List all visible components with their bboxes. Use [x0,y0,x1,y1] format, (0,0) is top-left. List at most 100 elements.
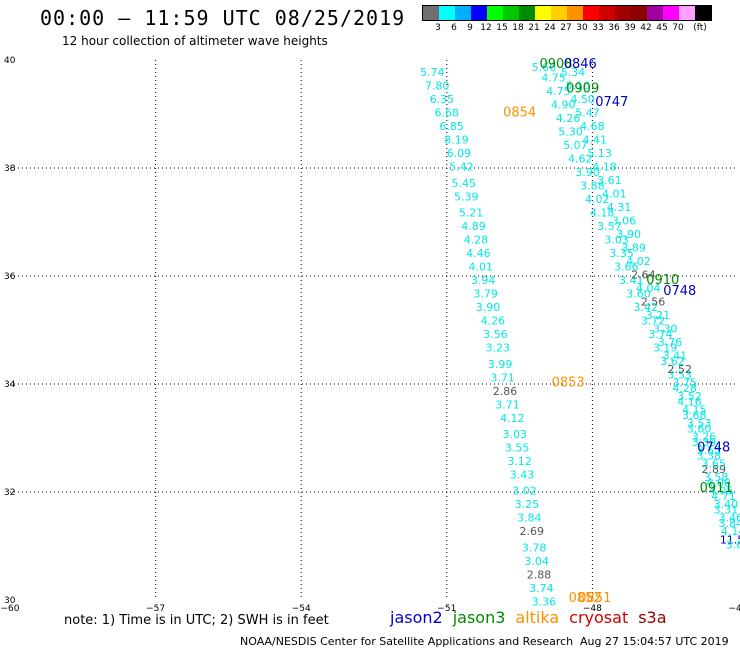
wave-height-value: 3.31 [714,504,739,517]
wave-height-value: 6.85 [439,120,464,133]
wave-height-value: 3.90 [617,228,642,241]
wave-height-value: 4.28 [672,382,697,395]
x-tick-label: −57 [146,604,165,614]
color-scale-legend: 3 6 9 12 15 18 21 24 27 30 33 36 39 42 45 70 (ft) [422,5,712,35]
wave-height-value: 5.47 [575,107,600,120]
color-scale-label: 42 [640,23,652,33]
pass-time-label: 0910 [646,273,679,288]
wave-height-value: 4.15 [682,404,707,417]
color-swatch [439,6,455,20]
wave-height-value: 3.68 [682,409,707,422]
wave-height-value: 5.34 [561,66,586,79]
wave-height-value: 3.43 [510,469,535,482]
wave-height-value: 3.89 [621,242,646,255]
color-swatch [695,6,711,20]
wave-height-value: 3.40 [714,498,739,511]
color-scale-label: 24 [544,23,556,33]
wave-height-value: 2.64 [631,269,656,282]
color-scale-ticks: 3 6 9 12 15 18 21 24 27 30 33 36 39 42 45 70 (ft) [422,21,712,35]
wave-height-value: 3.71 [490,371,515,384]
wave-height-value: 3.42 [634,301,659,314]
y-tick-label: 38 [4,164,16,174]
wave-height-value: 3.78 [522,541,547,554]
wave-height-value: 3.90 [575,166,600,179]
color-scale-label: 45 [656,23,668,33]
satellite-s3a: s3a [638,608,667,627]
x-tick-label: −54 [292,604,311,614]
pass-time-label: 0911 [700,481,733,496]
satellite-jason2: jason2 [390,608,443,627]
color-scale-label: 15 [496,23,508,33]
color-swatch [663,6,679,20]
wave-height-value: 6.35 [430,93,455,106]
satellite-cryosat: cryosat [569,608,629,627]
pass-time-label: 0852 [569,591,602,606]
color-scale-label: 33 [592,23,604,33]
wave-height-value: 3.60 [687,423,712,436]
satellite-legend: jason2 jason3 altika cryosat s3a [390,608,677,627]
wave-height-value: 3.19 [653,342,678,355]
color-swatch [615,6,631,20]
color-scale-label: 27 [560,23,572,33]
wave-height-value: 4.41 [583,134,608,147]
wave-height-value: 2.89 [701,463,726,476]
page-subtitle: 12 hour collection of altimeter wave hei… [62,34,328,48]
wave-height-value: 11.54 [720,533,740,546]
color-swatch [647,6,663,20]
wave-height-value: 3.36 [532,595,557,608]
pass-time-label: 0747 [595,95,628,110]
color-swatch [503,6,519,20]
color-swatch [551,6,567,20]
wave-height-value: 3.53 [687,417,712,430]
wave-height-value: 3.71 [495,398,520,411]
wave-height-value: 3.88 [580,180,605,193]
wave-height-value: 2.69 [519,525,544,538]
wave-height-value: 4.14 [721,525,740,538]
wave-height-value: 3.38 [697,450,722,463]
wave-height-value: 7.80 [425,80,450,93]
wave-height-value: 3.99 [488,358,513,371]
color-swatch [423,6,439,20]
wave-height-value: 3.55 [697,444,722,457]
wave-height-value: 5.42 [449,161,474,174]
color-scale-label: 3 [435,23,441,33]
wave-height-value: 3.56 [483,328,508,341]
pass-time-label: 0909 [566,81,599,96]
wave-height-value: 3.02 [512,485,537,498]
wave-height-value: 4.75 [546,85,571,98]
wave-height-value: 3.23 [486,342,511,355]
pass-time-label: 0748 [697,441,730,456]
wave-height-value: 4.28 [464,234,489,247]
x-tick-label: −60 [1,604,20,614]
color-swatch [535,6,551,20]
wave-height-value: 3.52 [677,390,702,403]
wave-height-value: 2.52 [668,363,693,376]
wave-height-value: 3.41 [619,274,644,287]
color-swatch [455,6,471,20]
color-swatch [599,6,615,20]
wave-height-value: 4.18 [590,207,615,220]
footer-credit: NOAA/NESDIS Center for Satellite Applica… [240,635,574,648]
pass-time-label: 0854 [503,106,536,121]
wave-height-value: 3.12 [507,455,532,468]
wave-height-value: 5.13 [587,147,612,160]
wave-height-value: 3.04 [524,555,549,568]
color-scale-label: 12 [480,23,492,33]
wave-height-value: 3.66 [726,539,740,552]
wave-height-value: 3.35 [609,247,634,260]
wave-height-value: 5.39 [454,190,479,203]
wave-height-value: 2.88 [527,568,552,581]
note-text: note: 1) Time is in UTC; 2) SWH is in fe… [64,613,329,628]
satellite-jason3: jason3 [452,608,506,627]
wave-height-value: 4.62 [568,153,593,166]
y-tick-label: 36 [4,272,16,282]
wave-height-value: 3.61 [597,174,622,187]
wave-height-value: 3.65 [701,458,726,471]
wave-height-value: 3.57 [597,220,622,233]
wave-height-value: 5.45 [452,177,477,190]
wave-height-value: 4.26 [481,315,506,328]
x-tick-label: −45 [729,604,740,614]
wave-height-value: 3.41 [663,350,688,363]
wave-height-value: 5.60 [532,61,557,74]
wave-height-value: 2.56 [641,296,666,309]
